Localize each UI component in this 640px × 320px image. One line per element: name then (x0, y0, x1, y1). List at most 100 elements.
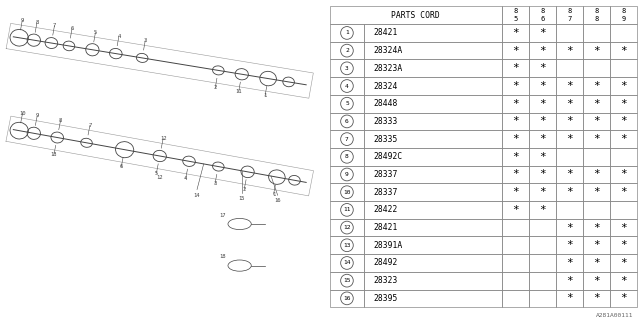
Text: *: * (512, 46, 519, 56)
Text: 28492: 28492 (374, 259, 398, 268)
Bar (502, 254, 529, 272)
Text: 6: 6 (345, 119, 349, 124)
Bar (529, 166, 556, 183)
Bar (364, 148, 502, 166)
Bar (330, 42, 364, 60)
Text: *: * (620, 134, 627, 144)
Bar (330, 272, 364, 290)
Text: *: * (620, 276, 627, 286)
Text: *: * (540, 187, 546, 197)
Bar (556, 236, 583, 254)
Text: 13: 13 (343, 243, 351, 248)
Bar (364, 219, 502, 236)
Bar (502, 113, 529, 130)
Text: *: * (566, 81, 573, 91)
Text: 4: 4 (117, 34, 120, 39)
Text: 10: 10 (343, 190, 351, 195)
Bar (556, 77, 583, 95)
Text: 28323: 28323 (374, 276, 398, 285)
Bar (364, 113, 502, 130)
Text: 9: 9 (36, 114, 39, 118)
Bar (583, 60, 610, 77)
Text: *: * (566, 258, 573, 268)
Text: *: * (620, 293, 627, 303)
Bar (610, 183, 637, 201)
Bar (529, 219, 556, 236)
Bar (610, 290, 637, 307)
Bar (502, 60, 529, 77)
Bar (529, 113, 556, 130)
Bar (610, 95, 637, 113)
Text: *: * (540, 99, 546, 109)
Bar (502, 95, 529, 113)
Bar (610, 201, 637, 219)
Text: 28323A: 28323A (374, 64, 403, 73)
Text: 28448: 28448 (374, 99, 398, 108)
Text: 5: 5 (155, 171, 158, 176)
Bar (330, 166, 364, 183)
Bar (330, 183, 364, 201)
Text: 12: 12 (157, 175, 163, 180)
Bar (556, 183, 583, 201)
Bar (330, 24, 364, 42)
Bar (556, 290, 583, 307)
Text: 3: 3 (143, 38, 147, 43)
Bar (529, 77, 556, 95)
Text: 7: 7 (88, 123, 92, 128)
Text: 28422: 28422 (374, 205, 398, 214)
Bar (583, 42, 610, 60)
Bar (529, 6, 556, 24)
Bar (529, 24, 556, 42)
Bar (583, 24, 610, 42)
Bar (502, 166, 529, 183)
Text: *: * (620, 223, 627, 233)
Bar (556, 219, 583, 236)
Bar (556, 113, 583, 130)
Text: 28324: 28324 (374, 82, 398, 91)
Bar (529, 254, 556, 272)
Text: *: * (540, 170, 546, 180)
Bar (502, 290, 529, 307)
Text: *: * (593, 187, 600, 197)
Bar (502, 236, 529, 254)
Text: 2: 2 (243, 187, 246, 192)
Bar (610, 77, 637, 95)
Bar (556, 272, 583, 290)
Text: *: * (593, 134, 600, 144)
Text: *: * (512, 116, 519, 126)
Text: 28395: 28395 (374, 294, 398, 303)
Text: 2: 2 (214, 85, 217, 90)
Text: 28421: 28421 (374, 28, 398, 37)
Text: 15: 15 (239, 196, 245, 201)
Bar (610, 219, 637, 236)
Text: 7: 7 (568, 16, 572, 22)
Text: *: * (593, 276, 600, 286)
Text: *: * (512, 28, 519, 38)
Bar (556, 201, 583, 219)
Bar (610, 148, 637, 166)
Text: 8: 8 (345, 154, 349, 159)
Text: 14: 14 (343, 260, 351, 266)
Text: *: * (593, 81, 600, 91)
Text: 5: 5 (513, 16, 518, 22)
Bar (610, 166, 637, 183)
Text: *: * (593, 46, 600, 56)
Text: 28337: 28337 (374, 188, 398, 197)
Bar (502, 201, 529, 219)
Text: *: * (566, 293, 573, 303)
Bar (502, 130, 529, 148)
Text: 7: 7 (345, 137, 349, 142)
Text: 28335: 28335 (374, 135, 398, 144)
Bar (364, 77, 502, 95)
Bar (556, 95, 583, 113)
Bar (330, 236, 364, 254)
Bar (556, 24, 583, 42)
Text: 28333: 28333 (374, 117, 398, 126)
Text: 10: 10 (19, 111, 26, 116)
Bar (583, 166, 610, 183)
Bar (583, 77, 610, 95)
Bar (330, 77, 364, 95)
Bar (583, 95, 610, 113)
Text: 9: 9 (345, 172, 349, 177)
Text: *: * (620, 187, 627, 197)
